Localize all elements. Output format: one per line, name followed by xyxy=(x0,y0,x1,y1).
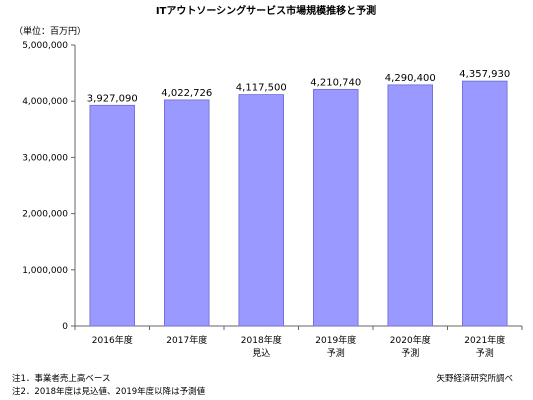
y-tick-label: 4,000,000 xyxy=(22,97,68,107)
y-tick-label: 0 xyxy=(62,322,68,332)
x-tick-label: 2021年度 xyxy=(464,334,505,346)
data-label: 4,290,400 xyxy=(385,73,436,84)
plot-area: 0 1,000,000 2,000,000 3,000,000 4,000,000 5,0… xyxy=(22,41,523,359)
data-label: 4,117,500 xyxy=(236,83,287,94)
data-label: 3,927,090 xyxy=(87,93,138,104)
x-tick-label: 2018年度 xyxy=(241,334,282,346)
x-tick-label: 2019年度 xyxy=(315,334,356,346)
bar xyxy=(312,88,359,327)
note-1: 注1．事業者売上高ベース xyxy=(12,374,111,384)
data-label: 4,357,930 xyxy=(459,69,510,80)
note-2: 注2．2018年度は見込値、2019年度以降は予測値 xyxy=(12,387,206,397)
bar xyxy=(89,104,136,327)
chart-title: ITアウトソーシングサービス市場規模推移と予測 xyxy=(156,4,376,17)
bar xyxy=(387,84,433,327)
x-tick-label: 2016年度 xyxy=(92,334,133,346)
data-label: 4,210,740 xyxy=(310,77,361,88)
x-tick-sublabel: 見込 xyxy=(252,348,270,359)
y-tick-label: 5,000,000 xyxy=(22,41,68,51)
source-credit: 矢野経済研究所調べ xyxy=(436,374,513,384)
unit-label: （単位：百万円） xyxy=(14,25,86,37)
y-tick-label: 3,000,000 xyxy=(22,153,68,163)
x-tick-sublabel: 予測 xyxy=(476,347,494,359)
bar xyxy=(238,94,284,327)
x-tick-sublabel: 予測 xyxy=(327,347,345,359)
x-tick-label: 2020年度 xyxy=(390,334,431,346)
y-tick-label: 2,000,000 xyxy=(22,210,68,220)
bar xyxy=(163,99,210,327)
x-tick-label: 2017年度 xyxy=(166,334,207,346)
y-tick-label: 1,000,000 xyxy=(22,266,68,276)
x-tick-sublabel: 予測 xyxy=(401,347,419,359)
bar xyxy=(461,80,508,327)
data-label: 4,022,726 xyxy=(161,88,212,99)
